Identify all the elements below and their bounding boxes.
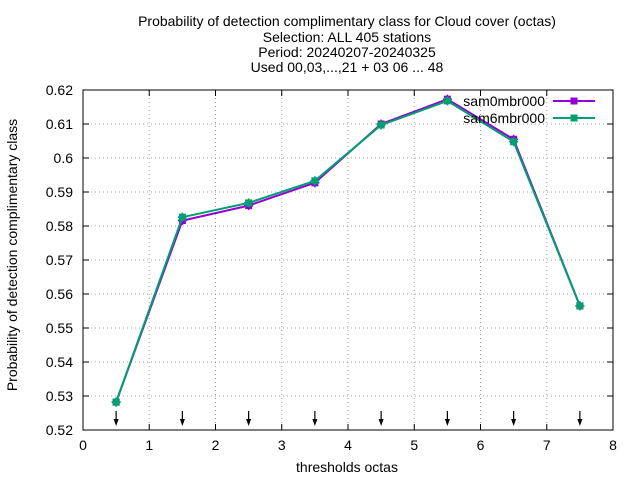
x-axis-label: thresholds octas — [296, 459, 398, 475]
arrow-head — [246, 419, 252, 426]
legend-marker — [570, 97, 578, 105]
title-line-1: Probability of detection complimentary c… — [138, 13, 556, 29]
arrow-marker — [444, 411, 450, 426]
y-tick-label: 0.53 — [46, 388, 73, 404]
arrow-marker — [577, 411, 583, 426]
y-tick-label: 0.56 — [46, 286, 73, 302]
data-point-cross — [376, 120, 386, 130]
y-tick-label: 0.59 — [46, 184, 73, 200]
arrow-head — [444, 419, 450, 426]
arrow-marker — [179, 411, 185, 426]
arrow-head — [312, 419, 318, 426]
series-line — [115, 99, 581, 403]
series-layer — [111, 94, 585, 407]
y-tick-label: 0.57 — [46, 252, 73, 268]
data-point-cross — [509, 137, 519, 147]
legend-label: sam0mbr000 — [463, 93, 545, 109]
data-point-cross — [111, 397, 121, 407]
y-axis-label: Probability of detection complimentary c… — [4, 119, 20, 391]
arrow-marker — [246, 411, 252, 426]
x-tick-label: 1 — [145, 437, 153, 453]
arrow-marker — [113, 411, 119, 426]
arrow-markers — [113, 411, 583, 426]
arrow-head — [378, 419, 384, 426]
data-point-cross — [244, 198, 254, 208]
chart-title: Probability of detection complimentary c… — [138, 13, 556, 75]
arrow-head — [577, 419, 583, 426]
tick-labels: 0 1 2 3 4 5 6 7 8 0.52 0.53 0.54 0.55 0.56 0.57 0.58 0.5… — [46, 82, 617, 453]
data-point-cross — [575, 301, 585, 311]
y-tick-label: 0.61 — [46, 116, 73, 132]
x-tick-label: 4 — [344, 437, 352, 453]
x-tick-label: 5 — [410, 437, 418, 453]
y-tick-label: 0.54 — [46, 354, 73, 370]
arrow-marker — [511, 411, 517, 426]
x-tick-label: 2 — [212, 437, 220, 453]
title-line-3: Period: 20240207-20240325 — [258, 44, 436, 60]
data-point-cross — [442, 96, 452, 106]
title-line-2: Selection: ALL 405 stations — [263, 29, 431, 45]
title-line-4: Used 00,03,...,21 + 03 06 ... 48 — [251, 59, 444, 75]
arrow-head — [179, 419, 185, 426]
y-tick-label: 0.52 — [46, 422, 73, 438]
series-sam6mbr000 — [111, 96, 585, 407]
x-tick-label: 0 — [79, 437, 87, 453]
x-tick-label: 7 — [543, 437, 551, 453]
legend-marker — [570, 114, 578, 122]
arrow-head — [511, 419, 517, 426]
x-tick-label: 6 — [477, 437, 485, 453]
legend-entry: sam6mbr000 — [463, 110, 595, 126]
data-point-cross — [177, 212, 187, 222]
arrow-marker — [378, 411, 384, 426]
y-tick-label: 0.58 — [46, 218, 73, 234]
y-tick-label: 0.6 — [54, 150, 74, 166]
x-tick-label: 3 — [278, 437, 286, 453]
x-tick-label: 8 — [609, 437, 617, 453]
y-tick-label: 0.62 — [46, 82, 73, 98]
legend-entry: sam0mbr000 — [463, 93, 595, 109]
data-point-cross — [310, 176, 320, 186]
arrow-head — [113, 419, 119, 426]
grid-lines — [83, 90, 613, 430]
y-tick-label: 0.55 — [46, 320, 73, 336]
legend-label: sam6mbr000 — [463, 110, 545, 126]
arrow-marker — [312, 411, 318, 426]
plot-frame — [82, 89, 614, 431]
